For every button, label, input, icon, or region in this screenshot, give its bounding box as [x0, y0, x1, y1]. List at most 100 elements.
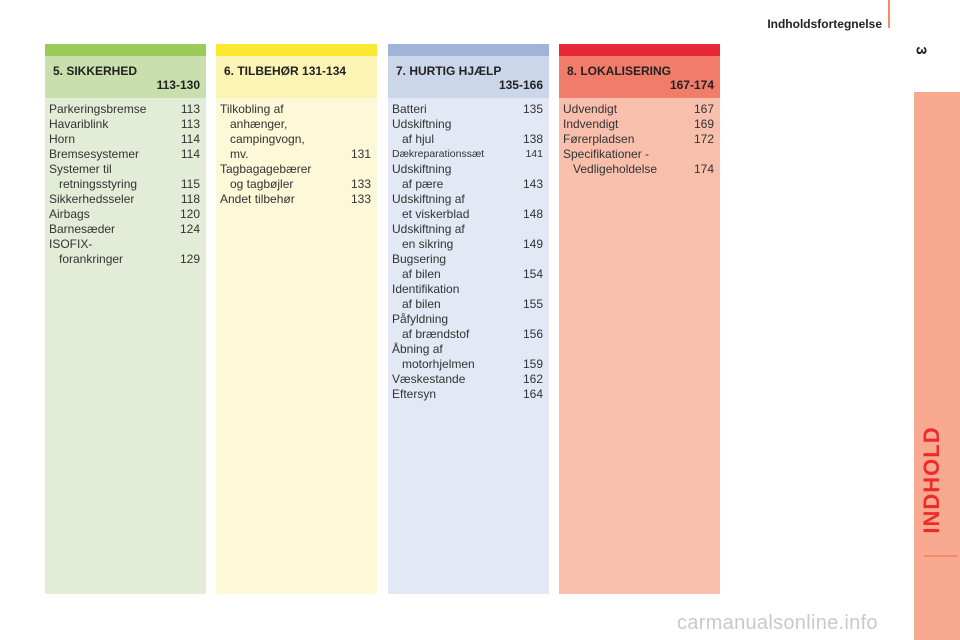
column-header: 7. HURTIG HJÆLP 135-166 — [388, 56, 549, 98]
toc-entry-title-line: ISOFIX- — [49, 237, 93, 251]
toc-column-sikkerhed: 5. SIKKERHED 113-130 Parkeringsbremse 113… — [45, 44, 206, 594]
toc-entry-title-line: af pære — [402, 177, 444, 191]
toc-entry-page: 155 — [522, 297, 543, 311]
toc-entry-title: Væskestande — [392, 372, 519, 387]
toc-entry-page: 129 — [179, 252, 200, 266]
toc-entry: Horn 114 — [49, 132, 200, 147]
column-color-strip — [388, 44, 549, 56]
toc-column-hurtig-hjaelp: 7. HURTIG HJÆLP 135-166 Batteri 135 Udskif… — [388, 44, 549, 594]
toc-entry: Udskiftning af et viskerblad 148 — [392, 192, 543, 222]
toc-entry: Tagbagagebærer og tagbøjler 133 — [220, 162, 371, 192]
toc-entry-page: 149 — [522, 237, 543, 251]
toc-column-lokalisering: 8. LOKALISERING 167-174 Udvendigt 167 Indv… — [559, 44, 720, 594]
toc-entry-title: ISOFIX-forankringer — [49, 237, 176, 267]
toc-entry-title-line: Andet tilbehør — [220, 192, 295, 206]
toc-entry-title: Tagbagagebærer og tagbøjler — [220, 162, 347, 192]
side-tab-label: INDHOLD — [919, 426, 944, 534]
toc-entry: Bremsesystemer 114 — [49, 147, 200, 162]
toc-entry-title: Batteri — [392, 102, 519, 117]
column-title: 6. TILBEHØR — [224, 64, 299, 78]
toc-entry: Indvendigt 169 — [563, 117, 714, 132]
toc-entry-title-line: Batteri — [392, 102, 427, 116]
toc-entry: Havariblink 113 — [49, 117, 200, 132]
header-divider — [888, 0, 890, 28]
toc-entry-page: 120 — [179, 207, 200, 221]
toc-entry-title: Eftersyn — [392, 387, 519, 402]
toc-entry-page: 159 — [522, 357, 543, 371]
toc-entry-title: Airbags — [49, 207, 176, 222]
toc-entry: Barnesæder 124 — [49, 222, 200, 237]
column-entries: Parkeringsbremse 113 Havariblink 113 Horn 114… — [45, 98, 206, 267]
toc-entry-title: Påfyldning af brændstof — [392, 312, 519, 342]
toc-entry-title: Parkeringsbremse — [49, 102, 177, 117]
toc-entry-page: 124 — [179, 222, 200, 236]
column-page-range: 113-130 — [156, 78, 200, 92]
column-entries: Tilkobling af anhænger, campingvogn, mv. 131… — [216, 98, 377, 207]
toc-entry-title-line: Airbags — [49, 207, 90, 221]
toc-entry: Airbags 120 — [49, 207, 200, 222]
column-color-strip — [216, 44, 377, 56]
column-header: 6. TILBEHØR 131-134 — [216, 56, 377, 98]
toc-entry: Påfyldning af brændstof 156 — [392, 312, 543, 342]
toc-entry-title-line: af hjul — [402, 132, 435, 146]
toc-entry: Parkeringsbremse 113 — [49, 102, 200, 117]
toc-entry-title: Horn — [49, 132, 177, 147]
toc-entry: ISOFIX-forankringer 129 — [49, 237, 200, 267]
toc-entry-page: 169 — [693, 117, 714, 131]
toc-entry: Udskiftning af en sikring 149 — [392, 222, 543, 252]
toc-entry-title: Åbning af motorhjelmen — [392, 342, 519, 372]
toc-entry-title: Indvendigt — [563, 117, 690, 132]
toc-entry-page: 114 — [180, 147, 200, 161]
toc-entry-title-line: Eftersyn — [392, 387, 437, 401]
toc-entry: Eftersyn 164 — [392, 387, 543, 402]
toc-entry-page: 167 — [693, 102, 714, 116]
toc-entry-page: 113 — [180, 117, 200, 131]
toc-entry-title-line: Barnesæder — [49, 222, 116, 236]
toc-entry-page: 131 — [350, 147, 371, 161]
toc-entry-page: 164 — [522, 387, 543, 401]
toc-entry: Andet tilbehør 133 — [220, 192, 371, 207]
toc-entry-title: Bugsering af bilen — [392, 252, 519, 282]
toc-entry-title-line: Indvendigt — [563, 117, 619, 131]
toc-entry-title: Tilkobling af anhænger, campingvogn, mv. — [220, 102, 347, 162]
toc-entry-page: 113 — [180, 102, 200, 116]
toc-entry-title-line: Horn — [49, 132, 76, 146]
toc-entry-title-line: Væskestande — [392, 372, 466, 386]
header-title: Indholdsfortegnelse — [767, 17, 882, 31]
page-number: 3 — [912, 46, 930, 55]
toc-entry: Udvendigt 167 — [563, 102, 714, 117]
toc-entry-title: Bremsesystemer — [49, 147, 177, 162]
toc-entry: Batteri 135 — [392, 102, 543, 117]
toc-entry: Tilkobling af anhænger, campingvogn, mv. 131 — [220, 102, 371, 162]
toc-entry: Førerpladsen 172 — [563, 132, 714, 147]
toc-entry: Udskiftning af pære 143 — [392, 162, 543, 192]
toc-entry-title: Førerpladsen — [563, 132, 690, 147]
toc-entry-title-line: Tagbagagebærer — [220, 162, 312, 176]
toc-entry-page: 133 — [350, 192, 371, 206]
toc-entry: Systemer til retningsstyring 115 — [49, 162, 200, 192]
toc-column-tilbehor: 6. TILBEHØR 131-134 Tilkobling af anhænge… — [216, 44, 377, 594]
column-title: 5. SIKKERHED — [53, 64, 138, 78]
side-tab-divider — [924, 555, 958, 557]
column-title: 8. LOKALISERING — [567, 64, 672, 78]
column-header: 5. SIKKERHED 113-130 — [45, 56, 206, 98]
toc-entry-page: 118 — [180, 192, 200, 206]
toc-entry-title-line: en sikring — [402, 237, 454, 251]
toc-entry-page: 141 — [525, 148, 543, 160]
toc-entry-title: Specifikationer - Vedligeholdelse — [563, 147, 690, 177]
toc-entry-title-line: Førerpladsen — [563, 132, 635, 146]
toc-entry-title-line: Udskiftning — [392, 162, 452, 176]
toc-entry-page: 143 — [522, 177, 543, 191]
toc-entry-title-line: Udskiftning af — [392, 222, 465, 236]
toc-entry-title-line: Dækreparationssæt — [392, 148, 485, 160]
toc-entry: Udskiftning af hjul 138 — [392, 117, 543, 147]
toc-entry-page: 138 — [522, 132, 543, 146]
column-entries: Udvendigt 167 Indvendigt 169 Førerpladsen 172… — [559, 98, 720, 177]
toc-entry-title-line: Udskiftning — [392, 117, 452, 131]
toc-entry-title-line: retningsstyring — [59, 177, 138, 191]
toc-entry-title: Identifikation af bilen — [392, 282, 519, 312]
toc-entry-title: Barnesæder — [49, 222, 176, 237]
toc-entry: Væskestande 162 — [392, 372, 543, 387]
toc-entry-page: 115 — [180, 177, 200, 191]
toc-entry: Sikkerhedsseler 118 — [49, 192, 200, 207]
